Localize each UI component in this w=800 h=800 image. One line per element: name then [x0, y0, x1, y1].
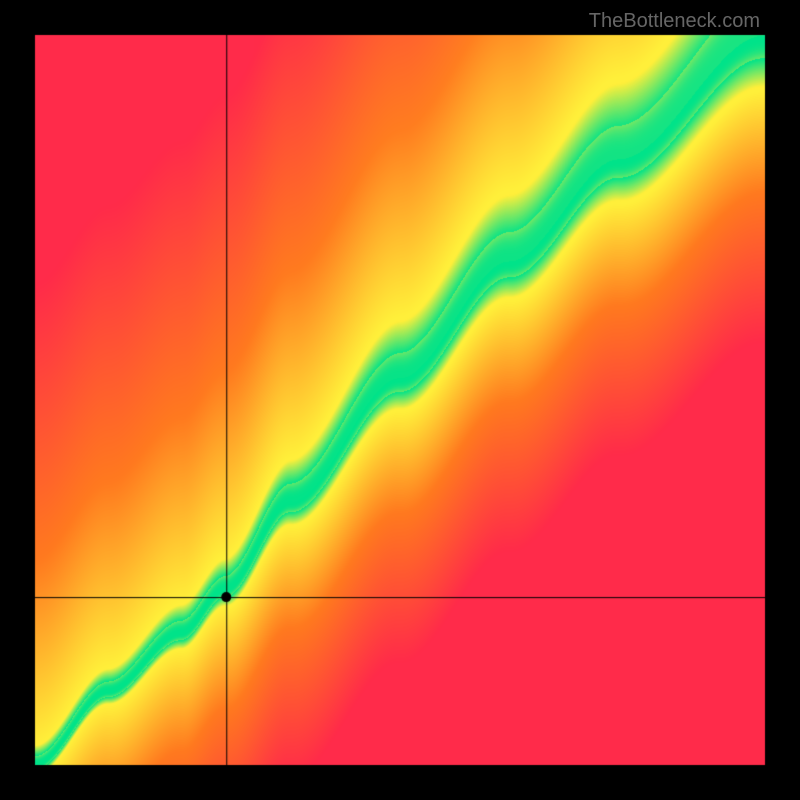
heatmap-canvas	[0, 0, 800, 800]
bottleneck-heatmap: TheBottleneck.com	[0, 0, 800, 800]
watermark-text: TheBottleneck.com	[589, 10, 760, 33]
